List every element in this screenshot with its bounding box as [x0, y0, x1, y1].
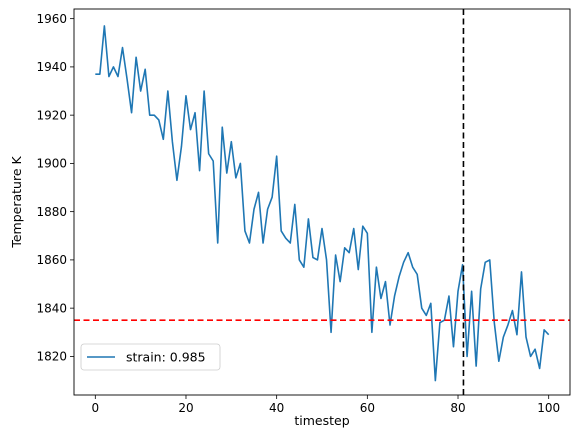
y-tick-label: 1920: [36, 108, 67, 122]
legend-box: [80, 343, 221, 371]
x-tick-label: 100: [537, 401, 560, 415]
y-axis-label: Temperature K: [9, 156, 24, 249]
plot-area: [74, 9, 570, 395]
x-tick-label: 40: [269, 401, 284, 415]
y-tick-label: 1840: [36, 301, 67, 315]
y-tick-label: 1900: [36, 157, 67, 171]
y-tick-label: 1860: [36, 253, 67, 267]
x-axis-label: timestep: [294, 413, 349, 428]
series-line-0: [95, 25, 550, 382]
x-tick-label: 80: [450, 401, 465, 415]
y-tick-label: 1820: [36, 350, 67, 364]
legend-label: strain: 0.985: [126, 350, 206, 365]
axes-frame: [73, 8, 571, 396]
x-tick-label: 60: [360, 401, 375, 415]
y-tick-label: 1960: [36, 12, 67, 26]
y-axis: 1820 1840 1860 1880 1900 1920 1940 1960: [36, 12, 74, 364]
y-tick-label: 1940: [36, 60, 67, 74]
x-tick-label: 0: [91, 401, 99, 415]
x-tick-label: 20: [178, 401, 193, 415]
y-tick-label: 1880: [36, 205, 67, 219]
x-axis: 0 20 40 60 80 100: [91, 395, 560, 415]
legend: strain: 0.985: [80, 343, 221, 371]
